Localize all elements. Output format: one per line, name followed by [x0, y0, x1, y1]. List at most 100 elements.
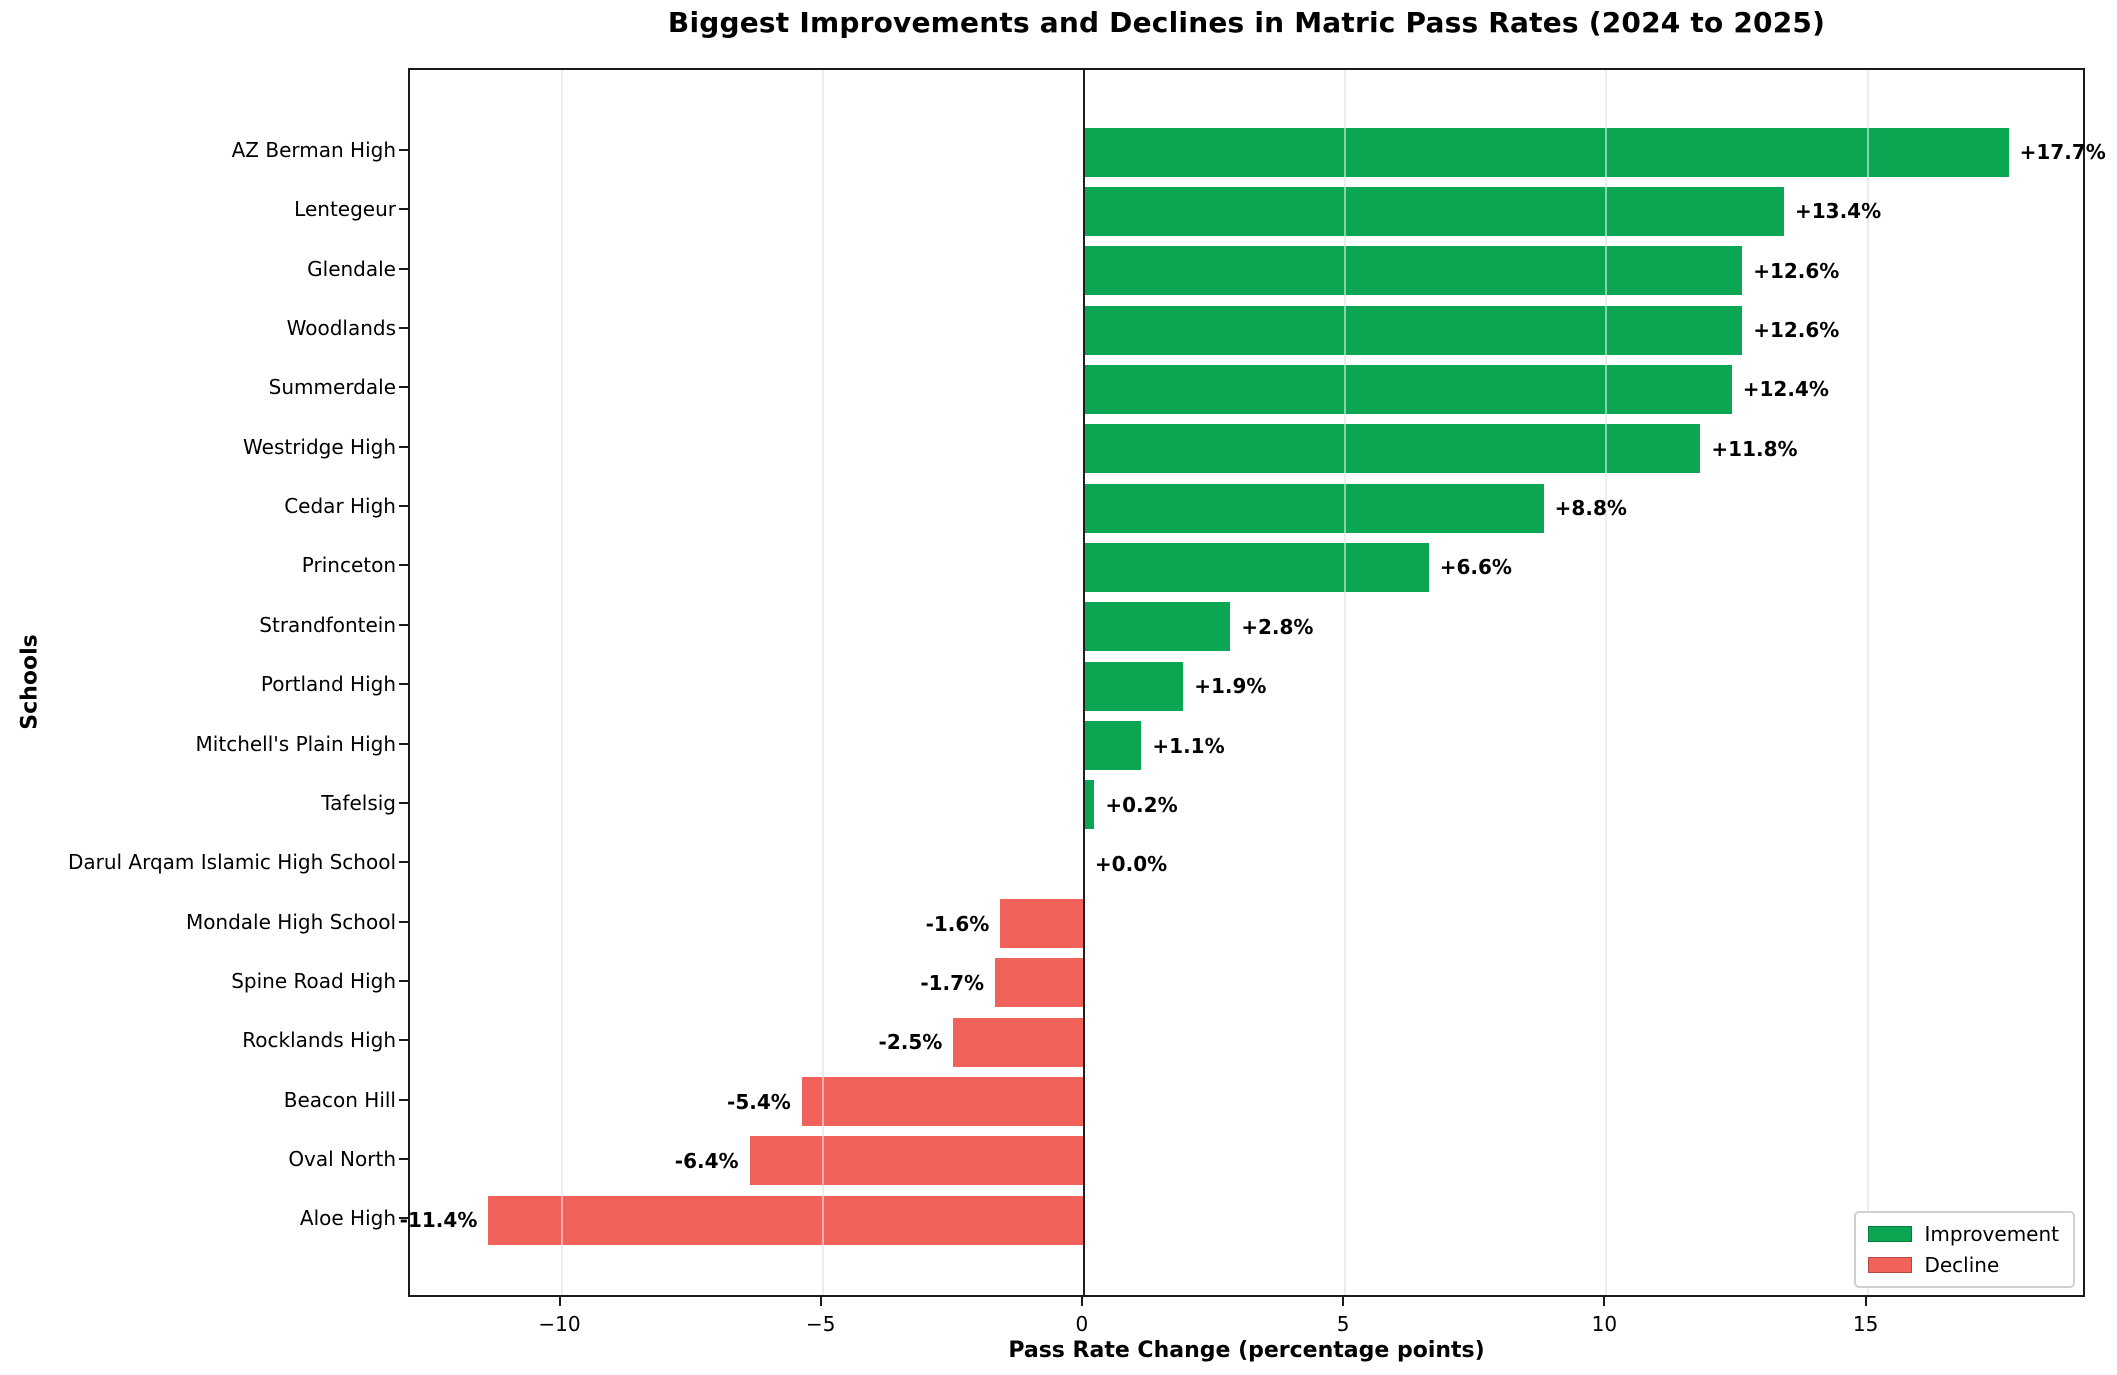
bar-decline	[749, 1136, 1084, 1186]
value-label: -11.4%	[399, 1208, 478, 1233]
bar-improvement	[1083, 602, 1231, 652]
bar-decline	[953, 1017, 1084, 1067]
y-tick-label: Beacon Hill	[283, 1087, 396, 1112]
y-tick-mark	[399, 1098, 408, 1101]
chart-title: Biggest Improvements and Declines in Mat…	[667, 6, 1826, 39]
x-axis-label: Pass Rate Change (percentage points)	[1008, 1338, 1485, 1363]
y-tick-label: Mitchell's Plain High	[195, 731, 396, 756]
gridline-overlay	[560, 70, 563, 1295]
y-tick-mark	[399, 327, 408, 330]
y-tick-label: Tafelsig	[321, 790, 396, 815]
x-tick-label: −5	[805, 1312, 836, 1336]
y-tick-mark	[399, 1217, 408, 1220]
bar-improvement	[1083, 424, 1701, 474]
value-label: +13.4%	[1794, 199, 1882, 224]
x-tick-mark	[1603, 1297, 1606, 1306]
bar-decline	[488, 1195, 1084, 1245]
bar-decline	[995, 958, 1084, 1008]
x-tick-mark	[1080, 1297, 1083, 1306]
y-tick-label: Summerdale	[268, 375, 396, 400]
y-tick-mark	[399, 1157, 408, 1160]
bar-decline	[1000, 899, 1084, 949]
value-label: +12.4%	[1742, 377, 1829, 402]
y-tick-mark	[399, 208, 408, 211]
y-tick-mark	[399, 861, 408, 864]
gridline-overlay	[1866, 70, 1869, 1295]
y-tick-mark	[399, 564, 408, 567]
y-tick-mark	[399, 979, 408, 982]
y-tick-mark	[399, 623, 408, 626]
bar-improvement	[1083, 483, 1544, 533]
y-tick-mark	[399, 445, 408, 448]
x-tick-mark	[558, 1297, 561, 1306]
value-label: +8.8%	[1554, 496, 1627, 521]
x-tick-label: 5	[1336, 1312, 1350, 1336]
legend-row-decline: Decline	[1868, 1253, 2059, 1277]
decline-swatch-icon	[1868, 1257, 1913, 1273]
bar-improvement	[1083, 661, 1184, 711]
y-tick-label: Aloe High	[299, 1206, 396, 1231]
x-tick-label: 15	[1852, 1312, 1879, 1336]
y-tick-label: Glendale	[307, 256, 396, 281]
bar-improvement	[1083, 721, 1142, 770]
y-tick-label: Darul Arqam Islamic High School	[67, 850, 396, 875]
y-tick-mark	[399, 801, 408, 804]
y-tick-label: Portland High	[260, 672, 396, 697]
y-tick-mark	[399, 267, 408, 270]
value-label: -1.6%	[925, 911, 990, 936]
bar-improvement	[1083, 127, 2009, 177]
bar-improvement	[1083, 542, 1429, 592]
x-tick-mark	[1864, 1297, 1867, 1306]
bar-decline	[801, 1077, 1084, 1127]
y-tick-label: Lentegeur	[294, 197, 396, 222]
y-tick-mark	[399, 386, 408, 389]
y-tick-label: Mondale High School	[185, 909, 396, 934]
value-label: +0.2%	[1105, 792, 1178, 817]
improvement-swatch-icon	[1868, 1226, 1913, 1242]
x-tick-label: −10	[538, 1312, 581, 1336]
x-tick-label: 10	[1591, 1312, 1618, 1336]
y-tick-label: Cedar High	[284, 494, 396, 519]
x-tick-label: 0	[1075, 1312, 1089, 1336]
y-tick-mark	[399, 505, 408, 508]
x-tick-mark	[1342, 1297, 1345, 1306]
y-tick-mark	[399, 920, 408, 923]
legend: Improvement Decline	[1854, 1211, 2075, 1288]
y-tick-label: Princeton	[301, 553, 396, 578]
value-label: +2.8%	[1241, 614, 1314, 639]
value-label: +12.6%	[1753, 258, 1840, 283]
gridline-overlay	[1605, 70, 1608, 1295]
y-tick-label: Rocklands High	[242, 1028, 396, 1053]
bar-improvement	[1083, 246, 1743, 296]
value-label: +11.8%	[1711, 436, 1798, 461]
legend-row-improvement: Improvement	[1868, 1222, 2059, 1246]
value-label: +12.6%	[1753, 318, 1840, 343]
value-label: +0.0%	[1094, 852, 1168, 877]
value-label: +17.7%	[2019, 140, 2106, 164]
legend-label-improvement: Improvement	[1924, 1222, 2059, 1246]
y-tick-label: Spine Road High	[231, 968, 396, 993]
value-label: -5.4%	[727, 1089, 791, 1114]
y-tick-label: Oval North	[288, 1146, 396, 1171]
y-tick-mark	[399, 149, 408, 151]
zero-axis-line	[1082, 70, 1085, 1295]
value-label: -2.5%	[878, 1030, 943, 1055]
legend-label-decline: Decline	[1924, 1253, 2000, 1277]
bar-improvement	[1083, 186, 1784, 236]
y-tick-label: Westridge High	[243, 434, 396, 459]
y-tick-mark	[399, 1039, 408, 1042]
plot-area: +17.7% +13.4% +12.6% +12.6% +12.4% +11.8% +8.8…	[400, 68, 2106, 1297]
y-tick-label: Strandfontein	[259, 612, 396, 637]
bar-improvement	[1083, 780, 1095, 830]
value-label: +1.1%	[1152, 733, 1225, 758]
y-tick-label: AZ Berman High	[231, 138, 396, 162]
value-label: -1.7%	[920, 970, 985, 995]
value-label: +6.6%	[1439, 555, 1512, 580]
bar-improvement	[1083, 305, 1743, 355]
x-tick-mark	[819, 1297, 822, 1306]
bar-improvement	[1083, 364, 1732, 414]
gridline-overlay	[821, 70, 824, 1295]
y-tick-mark	[399, 683, 408, 686]
